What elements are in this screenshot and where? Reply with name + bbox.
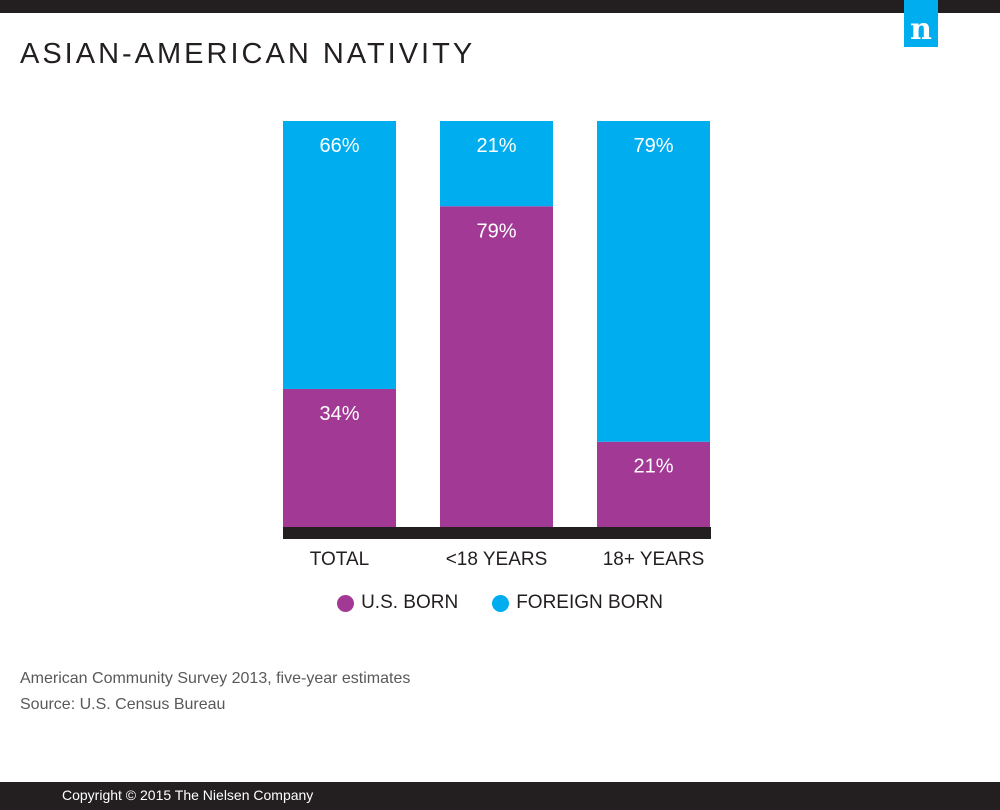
legend-label-foreign-born: FOREIGN BORN <box>516 592 663 613</box>
bar-18-years-foreign-born <box>597 121 710 442</box>
bar-18-years-u-s-born <box>440 206 553 527</box>
data-label-total-u-s-born: 34% <box>319 403 359 425</box>
legend-item-foreign-born: FOREIGN BORN <box>492 592 663 614</box>
legend-item-us-born: U.S. BORN <box>337 592 458 614</box>
footer: Copyright © 2015 The Nielsen Company <box>0 782 1000 810</box>
survey-note: American Community Survey 2013, five-yea… <box>20 670 411 687</box>
legend-swatch-us-born <box>337 594 355 612</box>
x-tick-label-18-years: <18 YEARS <box>446 549 548 570</box>
chart-title: ASIAN-AMERICAN NATIVITY <box>20 38 476 70</box>
source-note: Source: U.S. Census Bureau <box>20 696 226 713</box>
top-bar <box>0 0 1000 13</box>
bar-18-years-u-s-born <box>597 441 710 527</box>
x-tick-label-18-years: 18+ YEARS <box>603 549 705 570</box>
legend: U.S. BORN FOREIGN BORN <box>0 592 1000 614</box>
bar-total-foreign-born <box>283 121 396 389</box>
data-label-total-foreign-born: 66% <box>319 135 359 157</box>
data-label-18-years-foreign-born: 79% <box>633 135 673 157</box>
nielsen-logo: n <box>904 0 938 47</box>
notes: American Community Survey 2013, five-yea… <box>20 666 410 718</box>
data-label-18-years-u-s-born: 21% <box>633 456 673 478</box>
data-label-18-years-foreign-born: 21% <box>476 135 516 157</box>
copyright: Copyright © 2015 The Nielsen Company <box>62 787 314 803</box>
data-label-18-years-u-s-born: 79% <box>476 220 516 242</box>
x-tick-label-total: TOTAL <box>310 549 369 570</box>
bar-total-u-s-born <box>283 388 396 527</box>
baseline <box>283 527 711 539</box>
legend-swatch-foreign-born <box>492 594 510 612</box>
chart: 34% 66% TOTAL 79% 21% <18 YEARS 21% 79% 18+ YEAR… <box>283 121 711 570</box>
bar-18-years-foreign-born <box>440 121 553 207</box>
legend-label-us-born: U.S. BORN <box>361 592 459 613</box>
